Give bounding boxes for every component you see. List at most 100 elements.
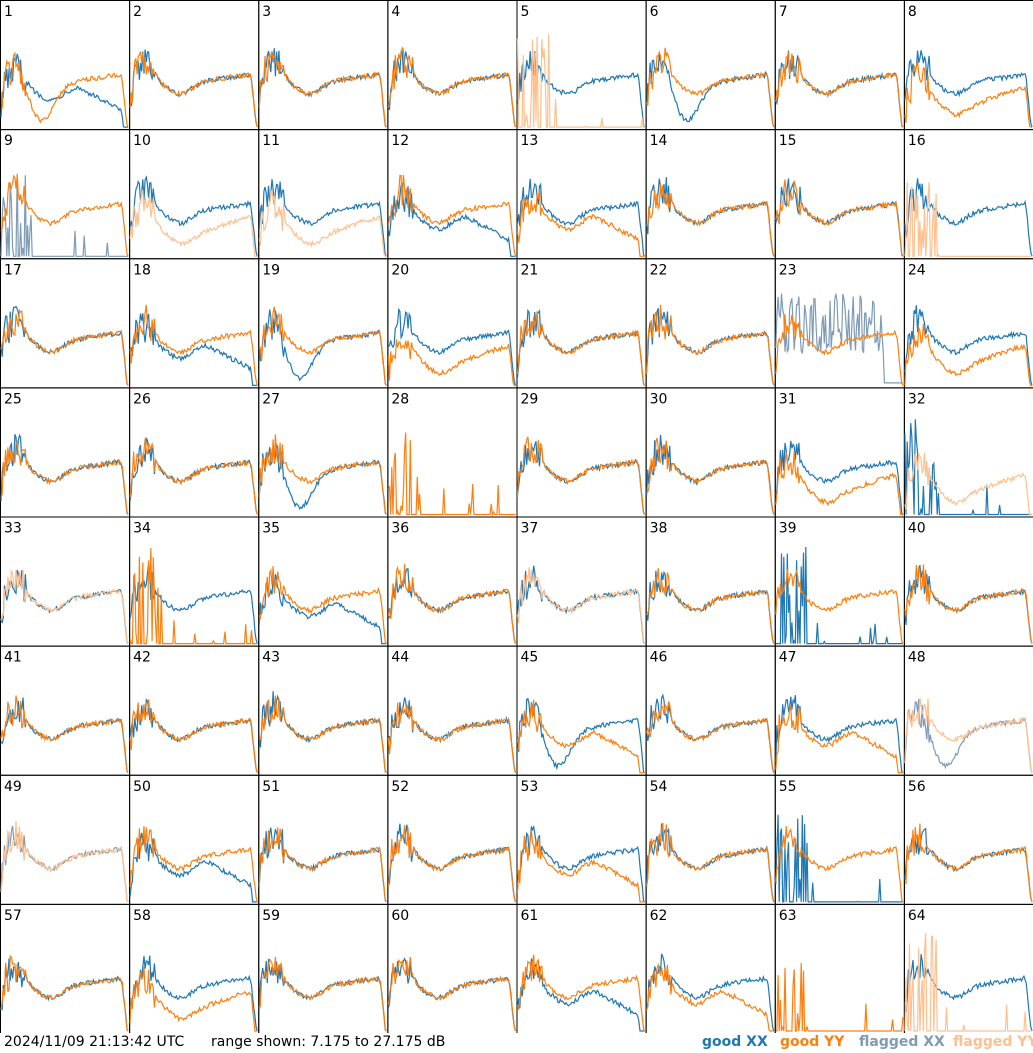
panel-50: 50 bbox=[129, 774, 260, 905]
series-good-xx bbox=[775, 50, 904, 128]
panel-46: 46 bbox=[645, 645, 776, 776]
series-good-yy bbox=[129, 547, 258, 645]
panel-number: 22 bbox=[650, 262, 668, 278]
panel-17: 17 bbox=[0, 258, 131, 389]
series-good-yy bbox=[387, 563, 517, 644]
series-good-yy bbox=[258, 566, 387, 644]
series-good-yy bbox=[129, 826, 258, 903]
series-good-yy bbox=[646, 437, 775, 515]
panel-41: 41 bbox=[0, 645, 131, 776]
panel-56: 56 bbox=[903, 774, 1033, 905]
panel-63: 63 bbox=[774, 903, 905, 1033]
panel-28: 28 bbox=[387, 387, 518, 518]
series-good-xx bbox=[129, 175, 258, 257]
series-good-xx bbox=[387, 957, 517, 1032]
panel-number: 54 bbox=[650, 779, 668, 795]
panel-10: 10 bbox=[129, 129, 260, 260]
series-good-xx bbox=[516, 697, 646, 774]
panel-number: 48 bbox=[908, 650, 926, 666]
panel-number: 3 bbox=[262, 4, 271, 20]
series-good-yy bbox=[646, 701, 775, 773]
legend-good-xx: good XX bbox=[702, 1034, 768, 1050]
series-good-xx bbox=[258, 179, 387, 257]
panel-number: 6 bbox=[650, 4, 659, 20]
panel-51: 51 bbox=[258, 774, 389, 905]
panel-52: 52 bbox=[387, 774, 518, 905]
panel-number: 45 bbox=[521, 650, 539, 666]
series-good-xx bbox=[387, 50, 517, 128]
panel-54: 54 bbox=[645, 774, 776, 905]
series-flagged-xx bbox=[0, 173, 129, 257]
series-good-xx bbox=[646, 434, 775, 515]
panel-58: 58 bbox=[129, 903, 260, 1033]
panel-61: 61 bbox=[516, 903, 647, 1033]
panel-number: 61 bbox=[521, 908, 539, 924]
series-good-yy bbox=[0, 174, 129, 257]
series-good-xx bbox=[516, 308, 646, 386]
series-good-yy bbox=[775, 52, 904, 128]
series-good-yy bbox=[516, 954, 646, 1032]
series-good-xx bbox=[388, 697, 517, 773]
series-good-xx bbox=[646, 823, 775, 903]
series-good-xx bbox=[775, 814, 903, 903]
panel-number: 39 bbox=[779, 521, 797, 537]
series-good-xx bbox=[904, 50, 1033, 128]
series-good-yy bbox=[0, 441, 129, 515]
panel-62: 62 bbox=[645, 903, 776, 1033]
series-good-yy bbox=[775, 962, 904, 1032]
series-good-xx bbox=[904, 305, 1033, 386]
panel-31: 31 bbox=[774, 387, 905, 518]
panel-6: 6 bbox=[645, 0, 776, 131]
panel-32: 32 bbox=[903, 387, 1033, 518]
panel-number: 8 bbox=[908, 4, 917, 20]
panel-number: 15 bbox=[779, 133, 797, 149]
series-good-xx bbox=[775, 546, 903, 645]
series-good-yy bbox=[904, 564, 1033, 644]
series-good-yy bbox=[0, 308, 129, 386]
series-good-xx bbox=[129, 698, 258, 773]
series-good-yy bbox=[387, 339, 516, 386]
panel-number: 50 bbox=[133, 779, 151, 795]
series-good-xx bbox=[646, 52, 775, 128]
series-good-yy bbox=[904, 60, 1032, 128]
panel-number: 37 bbox=[521, 521, 539, 537]
panel-19: 19 bbox=[258, 258, 389, 389]
panel-number: 57 bbox=[4, 908, 22, 924]
legend-flagged-yy: flagged YY bbox=[953, 1034, 1033, 1050]
series-good-yy bbox=[258, 306, 387, 386]
series-good-yy bbox=[646, 822, 775, 903]
series-good-xx bbox=[646, 570, 775, 644]
series-good-yy bbox=[258, 695, 387, 774]
series-good-xx bbox=[775, 440, 904, 515]
series-flagged-xx bbox=[0, 825, 129, 903]
panel-26: 26 bbox=[129, 387, 260, 518]
panel-11: 11 bbox=[258, 129, 389, 260]
series-good-xx bbox=[0, 433, 129, 515]
series-flagged-yy bbox=[904, 698, 1033, 773]
series-good-yy bbox=[387, 175, 517, 257]
panel-number: 42 bbox=[133, 650, 151, 666]
series-good-xx bbox=[516, 441, 646, 515]
series-good-xx bbox=[516, 824, 646, 903]
series-good-yy bbox=[516, 829, 645, 903]
panel-number: 29 bbox=[521, 391, 539, 407]
panel-number: 19 bbox=[262, 262, 280, 278]
panel-number: 34 bbox=[133, 521, 151, 537]
panel-45: 45 bbox=[516, 645, 647, 776]
panel-35: 35 bbox=[258, 516, 389, 647]
panel-number: 24 bbox=[908, 262, 926, 278]
series-flagged-yy bbox=[904, 182, 1032, 258]
series-good-yy bbox=[646, 962, 774, 1032]
panel-number: 51 bbox=[262, 779, 280, 795]
panel-55: 55 bbox=[774, 774, 905, 905]
panel-29: 29 bbox=[516, 387, 647, 518]
series-good-xx bbox=[258, 573, 387, 645]
panel-number: 36 bbox=[391, 521, 409, 537]
panel-13: 13 bbox=[516, 129, 647, 260]
series-good-yy bbox=[129, 51, 258, 128]
panel-8: 8 bbox=[903, 0, 1033, 131]
series-flagged-yy bbox=[0, 569, 129, 644]
panel-36: 36 bbox=[387, 516, 518, 647]
series-good-xx bbox=[258, 48, 387, 128]
